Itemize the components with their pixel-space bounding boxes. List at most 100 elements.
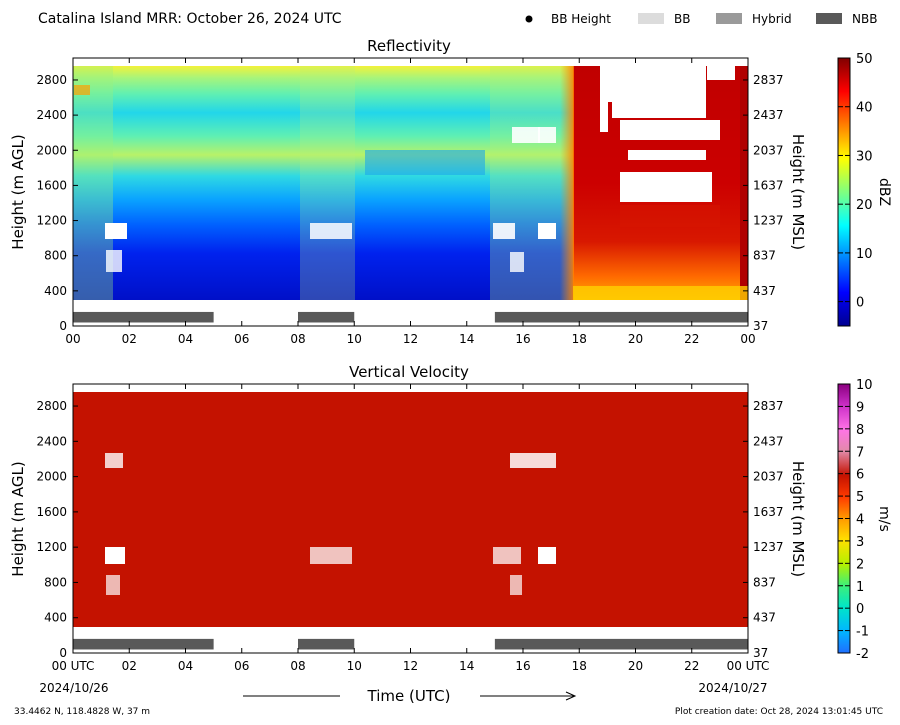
x-tick-label: 16 bbox=[515, 659, 530, 673]
y-tick-right-label: 1637 bbox=[753, 505, 784, 519]
colorbar-tick-label: 40 bbox=[856, 101, 873, 116]
velocity-ylabel-left: Height (m AGL) bbox=[9, 461, 27, 576]
y-tick-label: 2000 bbox=[36, 143, 67, 157]
legend-swatch bbox=[716, 13, 742, 24]
x-tick-label: 00 bbox=[740, 332, 755, 346]
creation-date-text: Plot creation date: Oct 28, 2024 13:01:4… bbox=[675, 707, 883, 717]
y-tick-right-label: 837 bbox=[753, 575, 776, 589]
y-tick-right-label: 2037 bbox=[753, 470, 784, 484]
x-tick-label: 08 bbox=[290, 332, 305, 346]
y-tick-label: 400 bbox=[44, 611, 67, 625]
nbb-bar bbox=[298, 311, 355, 323]
y-tick-right-label: 2837 bbox=[753, 399, 784, 413]
y-tick-right-label: 2437 bbox=[753, 434, 784, 448]
x-tick-label: 16 bbox=[515, 332, 530, 346]
date-end: 2024/10/27 bbox=[698, 681, 767, 695]
x-tick-label: 02 bbox=[122, 659, 137, 673]
y-tick-label: 2000 bbox=[36, 470, 67, 484]
date-start: 2024/10/26 bbox=[39, 681, 108, 695]
colorbar-tick-label: 6 bbox=[856, 468, 864, 483]
x-tick-label: 08 bbox=[290, 659, 305, 673]
figure-title: Catalina Island MRR: October 26, 2024 UT… bbox=[38, 11, 342, 27]
y-tick-label: 1600 bbox=[36, 178, 67, 192]
colorbar-tick-label: 10 bbox=[856, 378, 873, 393]
y-tick-right-label: 37 bbox=[753, 319, 768, 333]
velocity-panel: Vertical Velocity 00 UTC 02 04 06 08 10 12 14 16… bbox=[9, 363, 892, 673]
legend-label: BB Height bbox=[551, 12, 611, 26]
x-tick-label: 22 bbox=[684, 332, 699, 346]
nbb-bar bbox=[73, 311, 214, 323]
x-tick-label: 10 bbox=[347, 659, 362, 673]
y-tick-right-label: 1637 bbox=[753, 178, 784, 192]
x-axis-label: Time (UTC) bbox=[367, 687, 451, 705]
x-tick-label: 02 bbox=[122, 332, 137, 346]
colorbar-tick-label: -2 bbox=[856, 647, 869, 662]
colorbar-tick-label: 1 bbox=[856, 580, 864, 595]
x-tick-label: 20 bbox=[628, 332, 643, 346]
x-tick-label: 04 bbox=[178, 659, 193, 673]
velocity-nbb-bars bbox=[73, 638, 748, 650]
y-tick-right-label: 1237 bbox=[753, 540, 784, 554]
y-tick-right-label: 37 bbox=[753, 646, 768, 660]
colorbar-tick-label: 2 bbox=[856, 557, 864, 572]
y-tick-right-label: 837 bbox=[753, 249, 776, 263]
x-tick-label: 20 bbox=[628, 659, 643, 673]
reflectivity-heatmap bbox=[73, 66, 748, 326]
y-tick-label: 0 bbox=[59, 319, 67, 333]
velocity-heatmap bbox=[73, 392, 748, 653]
y-tick-label: 2400 bbox=[36, 108, 67, 122]
legend-swatch bbox=[816, 13, 842, 24]
x-tick-label: 00 UTC bbox=[52, 659, 95, 673]
location-text: 33.4462 N, 118.4828 W, 37 m bbox=[14, 707, 150, 717]
x-tick-label: 00 UTC bbox=[727, 659, 770, 673]
y-tick-label: 2400 bbox=[36, 434, 67, 448]
velocity-axes: 00 UTC 02 04 06 08 10 12 14 16 18 20 22 00 UTC040080… bbox=[36, 384, 784, 673]
velocity-ylabel-right: Height (m MSL) bbox=[789, 461, 807, 577]
y-tick-right-label: 437 bbox=[753, 284, 776, 298]
x-tick-label: 18 bbox=[572, 332, 587, 346]
colorbar-tick-label: 0 bbox=[856, 296, 864, 311]
colorbar-tick-label: 20 bbox=[856, 198, 873, 213]
y-tick-label: 1600 bbox=[36, 505, 67, 519]
y-tick-right-label: 2837 bbox=[753, 73, 784, 87]
x-tick-label: 14 bbox=[459, 332, 474, 346]
colorbar-tick-label: 8 bbox=[856, 423, 864, 438]
reflectivity-ylabel-left: Height (m AGL) bbox=[9, 134, 27, 249]
colorbar-tick-label: 50 bbox=[856, 52, 873, 67]
y-tick-right-label: 2437 bbox=[753, 108, 784, 122]
x-tick-label: 10 bbox=[347, 332, 362, 346]
y-tick-label: 1200 bbox=[36, 214, 67, 228]
y-tick-label: 0 bbox=[59, 646, 67, 660]
velocity-title: Vertical Velocity bbox=[349, 363, 469, 381]
x-tick-label: 06 bbox=[234, 659, 249, 673]
y-tick-label: 800 bbox=[44, 575, 67, 589]
x-tick-label: 18 bbox=[572, 659, 587, 673]
colorbar-tick-label: 0 bbox=[856, 602, 864, 617]
nbb-bar bbox=[494, 311, 748, 323]
legend: BB Height BB Hybrid NBB bbox=[525, 12, 877, 26]
y-tick-right-label: 437 bbox=[753, 611, 776, 625]
y-tick-label: 2800 bbox=[36, 399, 67, 413]
y-tick-right-label: 1237 bbox=[753, 214, 784, 228]
colorbar-tick-label: -1 bbox=[856, 625, 869, 640]
colorbar-tick-label: 9 bbox=[856, 400, 864, 415]
colorbar-tick-label: 5 bbox=[856, 490, 864, 505]
colorbar-tick-label: 4 bbox=[856, 513, 864, 528]
time-arrow-head-icon bbox=[565, 691, 577, 701]
nbb-bar bbox=[494, 638, 748, 650]
legend-swatch bbox=[638, 13, 664, 24]
reflectivity-colorbar bbox=[837, 57, 851, 327]
velocity-colorbar-label: m/s bbox=[876, 506, 892, 532]
y-tick-right-label: 2037 bbox=[753, 143, 784, 157]
x-tick-label: 12 bbox=[403, 659, 418, 673]
colorbar-tick-label: 30 bbox=[856, 149, 873, 164]
reflectivity-colorbar-label: dBZ bbox=[876, 178, 892, 206]
legend-label: Hybrid bbox=[752, 12, 792, 26]
x-tick-label: 06 bbox=[234, 332, 249, 346]
nbb-bar bbox=[73, 638, 214, 650]
legend-label: NBB bbox=[852, 12, 877, 26]
reflectivity-title: Reflectivity bbox=[367, 37, 451, 55]
x-tick-label: 22 bbox=[684, 659, 699, 673]
reflectivity-colorbar-ticks: 0 10 20 30 40 50 bbox=[838, 52, 873, 311]
